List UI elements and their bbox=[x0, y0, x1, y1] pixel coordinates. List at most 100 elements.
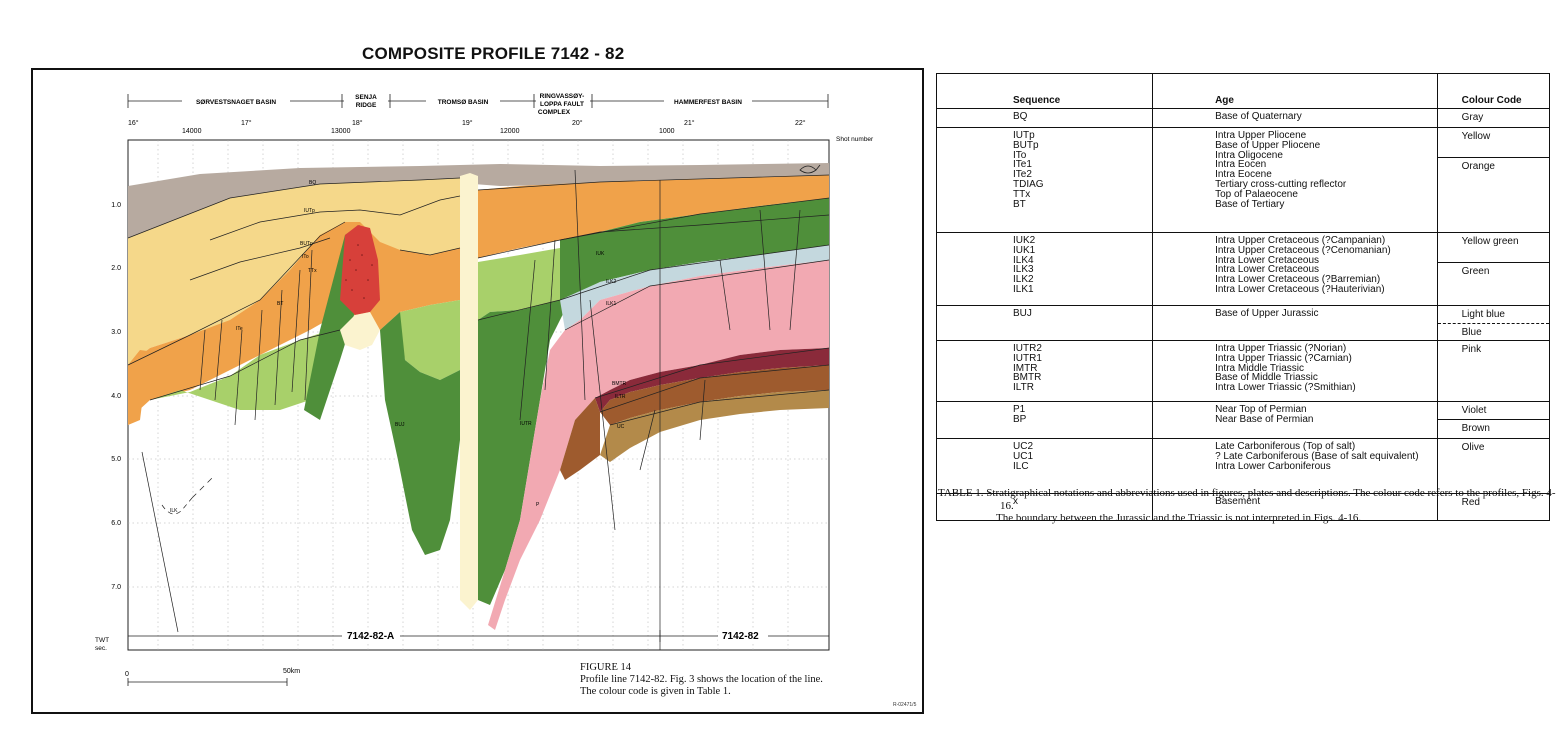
horizon-label: IUTR bbox=[520, 421, 532, 427]
age-text: Basement bbox=[1215, 496, 1261, 507]
twt-tick: 7.0 bbox=[111, 584, 121, 591]
sequence-code: ILTR bbox=[1013, 382, 1034, 394]
sequence-code: BT bbox=[1013, 198, 1026, 210]
table-caption-note: The boundary between the Jurassic and th… bbox=[996, 512, 1362, 524]
twt-axis-label: sec. bbox=[95, 645, 107, 652]
colour-code: Light blue bbox=[1437, 306, 1549, 324]
region-label-2: RIDGE bbox=[356, 102, 377, 109]
shot-number: 12000 bbox=[500, 128, 520, 135]
age-text: Near Base of Permian bbox=[1215, 413, 1314, 425]
region-label-7: HAMMERFEST BASIN bbox=[674, 99, 742, 106]
shot-number: 1000 bbox=[659, 128, 675, 135]
sequence-code: IUK2 bbox=[1013, 235, 1036, 246]
colour-code: Brown bbox=[1461, 423, 1490, 434]
shot-number: 14000 bbox=[182, 128, 202, 135]
colour-code: Pink bbox=[1461, 344, 1482, 355]
shot-number-label: Shot number bbox=[836, 136, 874, 143]
table-row: IUTp BUTp ITo ITe1 ITe2 TDIAG TTx BT Intra Upper… bbox=[935, 127, 1551, 233]
sequence-code: IUTR2 bbox=[1013, 343, 1042, 354]
sequence-code: BMTR bbox=[1013, 372, 1042, 384]
scale-label: 50km bbox=[283, 668, 300, 675]
colour-code: Gray bbox=[1461, 112, 1484, 123]
table-row: BQ Base of Quaternary Gray bbox=[935, 108, 1551, 128]
horizon-label: ILK bbox=[170, 508, 178, 514]
table-row: IUTR2 IUTR1 IMTR BMTR ILTR Intra Upper Triass… bbox=[935, 340, 1551, 402]
sequence-code: ILK3 bbox=[1013, 264, 1034, 276]
colour-code: Green bbox=[1461, 266, 1490, 277]
age-text: Intra Upper Cretaceous (?Cenomanian) bbox=[1215, 244, 1391, 256]
sequence-code: BUJ bbox=[1013, 308, 1032, 319]
region-label-6: COMPLEX bbox=[538, 109, 571, 116]
profile-label-b: 7142-82 bbox=[722, 631, 759, 642]
horizon-label: BUTp bbox=[300, 241, 313, 247]
figure-title: COMPOSITE PROFILE 7142 - 82 bbox=[362, 44, 625, 63]
age-text: Tertiary cross-cutting reflector bbox=[1215, 178, 1347, 190]
horizon-label: BQ bbox=[309, 180, 316, 186]
age-text: Base of Upper Jurassic bbox=[1215, 308, 1319, 319]
age-text: Base of Tertiary bbox=[1215, 198, 1285, 210]
age-text: Intra Lower Triassic (?Smithian) bbox=[1215, 382, 1356, 394]
figure-caption: FIGURE 14 Profile line 7142-82. Fig. 3 s… bbox=[580, 662, 840, 698]
sequence-code: BQ bbox=[1013, 111, 1028, 122]
longitude-label: 16° bbox=[128, 119, 139, 127]
age-text: Intra Upper Triassic (?Carnian) bbox=[1215, 352, 1352, 364]
sequence-code: IUTp bbox=[1013, 130, 1035, 141]
age-text: Base of Upper Pliocene bbox=[1215, 139, 1321, 151]
horizon-label: ITo bbox=[302, 254, 309, 260]
sequence-code: ILK4 bbox=[1013, 254, 1034, 266]
table-row: UC2 UC1 ILC Late Carboniferous (Top of salt… bbox=[935, 438, 1551, 494]
sequence-code: UC2 bbox=[1013, 441, 1034, 452]
sequence-code: TDIAG bbox=[1013, 178, 1044, 190]
table-row: IUK2 IUK1 ILK4 ILK3 ILK2 ILK1 Intra Upper Cret… bbox=[935, 232, 1551, 306]
horizon-label: BT bbox=[277, 301, 283, 307]
twt-tick: 1.0 bbox=[111, 202, 121, 209]
longitude-label: 17° bbox=[241, 119, 252, 127]
colour-code: Yellow green bbox=[1437, 233, 1549, 263]
age-text: Intra Upper Triassic (?Norian) bbox=[1215, 343, 1347, 354]
colour-code: Olive bbox=[1461, 442, 1485, 453]
horizon-label: IUK bbox=[596, 251, 605, 257]
horizon-label: ITe bbox=[236, 326, 243, 332]
twt-tick: 5.0 bbox=[111, 456, 121, 463]
colour-code: Yellow bbox=[1437, 128, 1549, 158]
figure-frame bbox=[31, 68, 924, 714]
age-text: Base of Middle Triassic bbox=[1215, 372, 1318, 384]
twt-tick: 6.0 bbox=[111, 520, 121, 527]
age-text: Top of Palaeocene bbox=[1215, 188, 1298, 200]
sequence-code: IUK1 bbox=[1013, 244, 1036, 256]
age-text: Intra Lower Cretaceous (?Hauterivian) bbox=[1215, 283, 1385, 295]
age-text: Intra Upper Cretaceous (?Campanian) bbox=[1215, 235, 1386, 246]
sequence-code: UC1 bbox=[1013, 450, 1034, 462]
sequence-code: ITo bbox=[1013, 149, 1027, 161]
age-text: Base of Quaternary bbox=[1215, 111, 1302, 122]
figure-caption-text: Profile line 7142-82. Fig. 3 shows the l… bbox=[580, 674, 823, 697]
horizon-label: ILK2 bbox=[606, 279, 617, 285]
colour-code: Orange bbox=[1461, 161, 1495, 172]
longitude-label: 20° bbox=[572, 119, 583, 127]
age-text: ? Late Carboniferous (Base of salt equiv… bbox=[1215, 450, 1419, 462]
reference-number: R-02471/5 bbox=[893, 702, 917, 708]
age-text: Intra Eocen bbox=[1215, 159, 1267, 171]
region-label-3: TROMSØ BASIN bbox=[438, 99, 489, 106]
region-label-5: LOPPA FAULT bbox=[540, 101, 584, 108]
longitude-label: 19° bbox=[462, 119, 473, 127]
profile-label-a: 7142-82-A bbox=[347, 631, 394, 642]
header-colour: Colour Code bbox=[1436, 73, 1551, 109]
horizon-label: UC bbox=[617, 424, 625, 430]
horizon-label: ILK1 bbox=[606, 301, 617, 307]
horizon-label: BUJ bbox=[395, 422, 405, 428]
age-text: Intra Oligocene bbox=[1215, 149, 1283, 161]
horizon-label: P bbox=[536, 502, 540, 508]
region-label-1: SENJA bbox=[355, 94, 377, 101]
age-text: Intra Lower Cretaceous bbox=[1215, 264, 1320, 276]
sequence-code: IMTR bbox=[1013, 362, 1038, 374]
region-label-0: SØRVESTSNAGET BASIN bbox=[196, 99, 276, 106]
horizon-label: ILTR bbox=[615, 394, 626, 400]
twt-tick: 2.0 bbox=[111, 265, 121, 272]
longitude-label: 21° bbox=[684, 119, 695, 127]
colour-code: Blue bbox=[1461, 327, 1482, 338]
age-text: Intra Eocene bbox=[1215, 169, 1272, 181]
table-row: BUJ Base of Upper Jurassic Light blue Blue bbox=[935, 305, 1551, 341]
scale-bar bbox=[127, 678, 288, 686]
sequence-code: TTx bbox=[1013, 188, 1031, 200]
